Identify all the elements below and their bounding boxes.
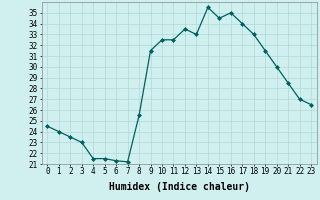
X-axis label: Humidex (Indice chaleur): Humidex (Indice chaleur) <box>109 182 250 192</box>
